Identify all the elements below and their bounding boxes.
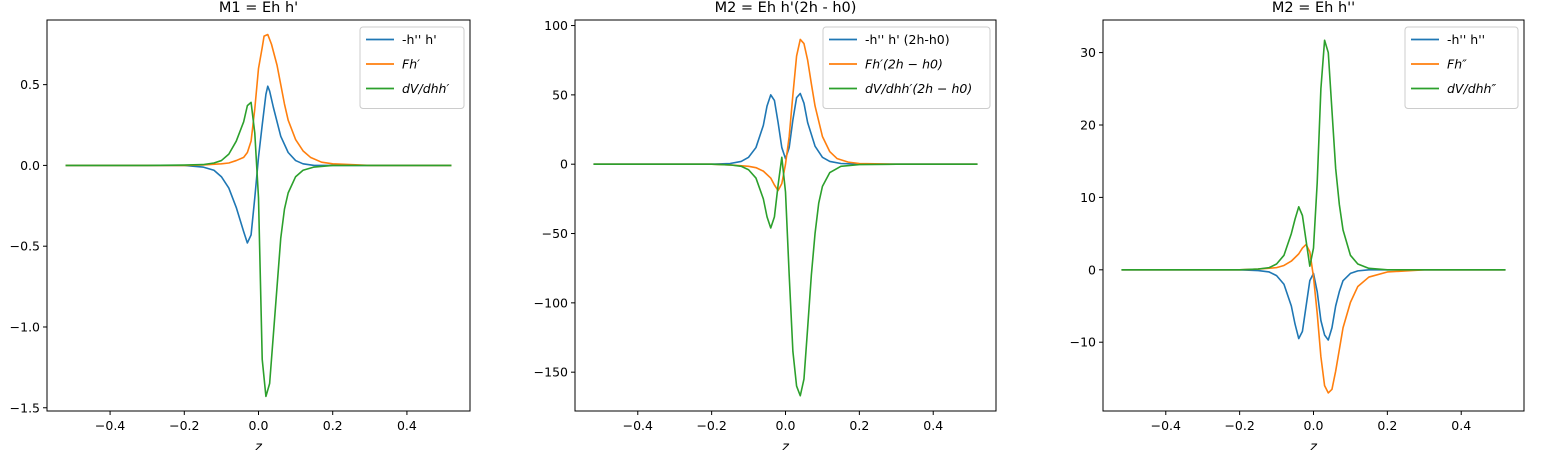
y-tick-label: −10 [1070,335,1096,350]
series-line-3 [1121,39,1506,271]
series-line-2 [65,33,452,167]
x-tick-label: −0.4 [1151,418,1181,433]
legend-box [822,26,991,109]
series-line-2 [593,38,978,192]
legend: -h'' h' (2h-h0) Fh′(2h − h0) dV/dhh′(2h − … [822,26,991,109]
x-tick-label: −0.4 [95,418,125,433]
y-tick-label: 10 [1080,190,1096,205]
chart-title: M2 = Eh h'' [1272,0,1355,16]
legend-label: -h'' h' [402,32,437,47]
y-tick-label: 100 [544,18,568,33]
x-tick-label: −0.2 [1224,418,1254,433]
y-tick-label: 50 [552,87,568,102]
x-tick-label: −0.2 [169,418,199,433]
x-tick-label: 0.0 [1304,418,1324,433]
x-tick-label: 0.0 [249,418,269,433]
y-tick-label: 0.0 [20,158,40,173]
y-tick-label: 20 [1080,117,1096,132]
chart-panel-2: M2 = Eh h'(2h - h0) −0.4 −0.2 0.0 0.2 0.4 100 5… [534,0,997,450]
y-tick-label: −50 [542,226,568,241]
x-tick-label: 0.0 [776,418,796,433]
legend-label: Fh′ [402,57,420,72]
series-line-2 [1121,243,1506,394]
legend-label: Fh″ [1447,57,1467,72]
legend: -h'' h' Fh′ dV/dhh′ [359,26,465,109]
y-tick-label: −100 [534,295,568,310]
legend: -h'' h'' Fh″ dV/dhh″ [1404,26,1519,109]
legend-label: Fh′(2h − h0) [865,57,943,72]
x-tick-label: 0.4 [397,418,417,433]
chart-title: M1 = Eh h' [219,0,298,16]
series-line-1 [65,85,452,244]
x-tick-label: 0.2 [323,418,343,433]
legend-label: dV/dhh″ [1447,81,1496,96]
x-tick-label: −0.2 [696,418,726,433]
y-tick-label: 0.5 [20,77,40,92]
x-tick-label: 0.2 [849,418,869,433]
legend-label: -h'' h'' [1447,32,1485,47]
x-axis-label: z [781,440,790,450]
y-tick-label: −1.0 [10,319,40,334]
legend-label: dV/dhh′(2h − h0) [865,81,972,96]
y-tick-label: 0 [1088,262,1096,277]
chart-title: M2 = Eh h'(2h - h0) [715,0,857,16]
x-tick-label: 0.2 [1377,418,1397,433]
x-tick-label: 0.4 [1451,418,1471,433]
y-tick-label: −1.5 [10,400,40,415]
series-line-3 [593,156,978,397]
y-tick-label: −0.5 [10,239,40,254]
series-line-3 [65,101,452,398]
series-line-1 [1121,269,1506,341]
x-tick-label: −0.4 [623,418,653,433]
y-tick-label: 30 [1080,45,1096,60]
y-tick-label: −150 [534,365,568,380]
x-axis-label: z [254,440,263,450]
x-tick-label: 0.4 [923,418,943,433]
chart-panel-3: M2 = Eh h'' −0.4 −0.2 0.0 0.2 0.4 30 20 10 0 −10 z -… [1070,0,1525,450]
y-tick-label: 0 [560,157,568,172]
legend-label: dV/dhh′ [402,81,449,96]
chart-panel-1: M1 = Eh h' −0.4 −0.2 0.0 0.2 0.4 0.5 0.0 −0.5 −1.… [10,0,471,450]
x-axis-label: z [1309,440,1318,450]
legend-label: -h'' h' (2h-h0) [865,32,950,47]
